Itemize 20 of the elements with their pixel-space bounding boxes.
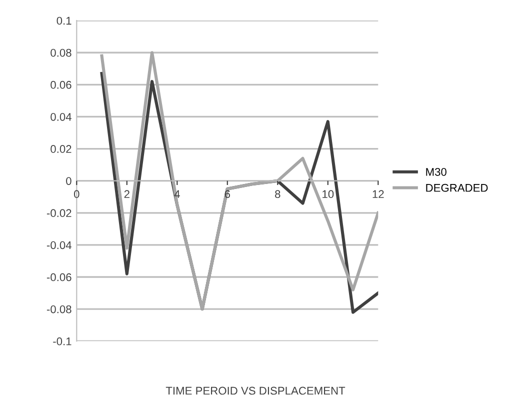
y-tick-label: 0.04	[50, 112, 72, 121]
y-tick-label: -0.1	[53, 337, 72, 346]
x-tick-label: 4	[174, 190, 180, 198]
y-tick-label: 0.02	[50, 145, 72, 153]
x-tick-label: 12	[372, 190, 384, 198]
y-tick-label: -0.04	[46, 241, 72, 250]
y-tick-label: -0.06	[46, 273, 72, 282]
y-tick-label: 0.1	[56, 16, 72, 25]
y-tick-label: 0.06	[50, 80, 72, 89]
y-tick-label: -0.02	[46, 209, 72, 218]
y-tick-label: -0.08	[46, 305, 72, 314]
y-tick-label: 0.08	[50, 48, 72, 57]
x-tick-label: 8	[275, 190, 280, 198]
legend-label: M30	[426, 168, 446, 176]
legend-label: DEGRADED	[426, 184, 488, 192]
x-tick-label: 0	[74, 190, 80, 198]
y-tick-label: 0	[66, 177, 72, 185]
x-axis-title: TIME PEROID VS DISPLACEMENT	[166, 386, 346, 395]
x-tick-label: 2	[124, 190, 130, 198]
x-tick-label: 10	[322, 190, 334, 198]
